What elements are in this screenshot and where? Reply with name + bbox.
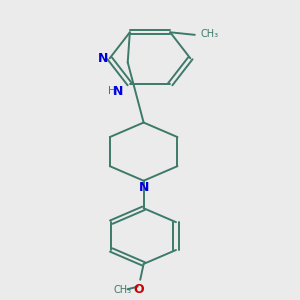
Text: N: N	[138, 182, 149, 194]
Text: N: N	[112, 85, 123, 98]
Text: O: O	[133, 283, 144, 296]
Text: CH₃: CH₃	[201, 29, 219, 39]
Text: CH₃: CH₃	[113, 285, 131, 295]
Text: N: N	[98, 52, 108, 65]
Text: H: H	[108, 86, 116, 96]
